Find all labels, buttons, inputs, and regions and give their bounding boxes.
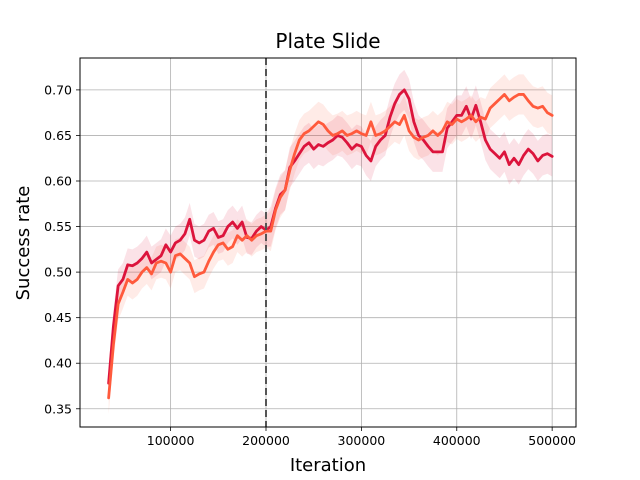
y-tick-label: 0.45 xyxy=(44,310,72,325)
y-axis-label: Success rate xyxy=(13,186,34,301)
x-tick-label: 100000 xyxy=(147,433,195,448)
series-line xyxy=(107,93,554,400)
y-tick-label: 0.55 xyxy=(44,219,72,234)
ticks: 100000 200000 300000 400000 500000 0.35 0.40 0.… xyxy=(44,82,576,448)
x-tick-label: 500000 xyxy=(528,433,576,448)
y-tick-label: 0.60 xyxy=(44,174,72,189)
chart-title: Plate Slide xyxy=(275,29,380,53)
y-tick-label: 0.40 xyxy=(44,356,72,371)
x-tick-label: 200000 xyxy=(242,433,290,448)
grid xyxy=(80,58,576,427)
y-tick-label: 0.65 xyxy=(44,128,72,143)
series-line xyxy=(107,88,554,385)
x-axis-label: Iteration xyxy=(290,455,366,476)
y-tick-label: 0.70 xyxy=(44,82,72,97)
x-tick-label: 300000 xyxy=(338,433,386,448)
y-tick-label: 0.50 xyxy=(44,265,72,280)
y-tick-label: 0.35 xyxy=(44,401,72,416)
plot-frame xyxy=(79,57,577,428)
series-lines xyxy=(107,88,554,400)
x-tick-label: 400000 xyxy=(433,433,481,448)
